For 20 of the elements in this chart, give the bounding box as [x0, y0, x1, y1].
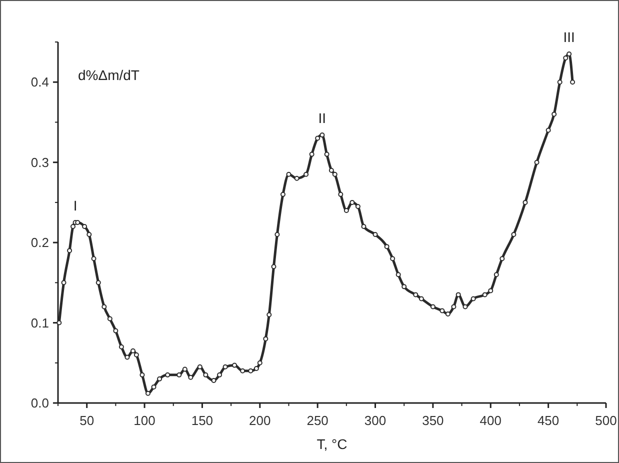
y-tick-label: 0.3: [30, 154, 49, 170]
x-tick-label: 500: [595, 413, 617, 428]
y-tick-label: 0.2: [30, 235, 49, 250]
x-tick-label: 200: [249, 413, 271, 428]
x-tick-label: 100: [134, 413, 156, 428]
x-tick-label: 450: [537, 413, 560, 428]
y-axis-title: d%Δm/dT: [78, 67, 140, 83]
x-tick-label: 150: [191, 413, 214, 428]
x-tick-label: 400: [480, 413, 502, 428]
x-tick-label: 350: [422, 413, 444, 428]
annotation: I: [73, 198, 78, 214]
x-tick-label: 50: [80, 413, 94, 428]
y-tick-label: 0.4: [30, 74, 49, 90]
y-tick-label: 0.1: [30, 315, 49, 330]
y-tick-label: 0.0: [30, 396, 49, 410]
x-axis-title: T, °C: [316, 436, 348, 452]
x-tick-label: 250: [306, 413, 328, 428]
annotation: II: [318, 110, 326, 126]
x-tick-label: 300: [364, 413, 386, 428]
annotation: III: [563, 29, 575, 46]
